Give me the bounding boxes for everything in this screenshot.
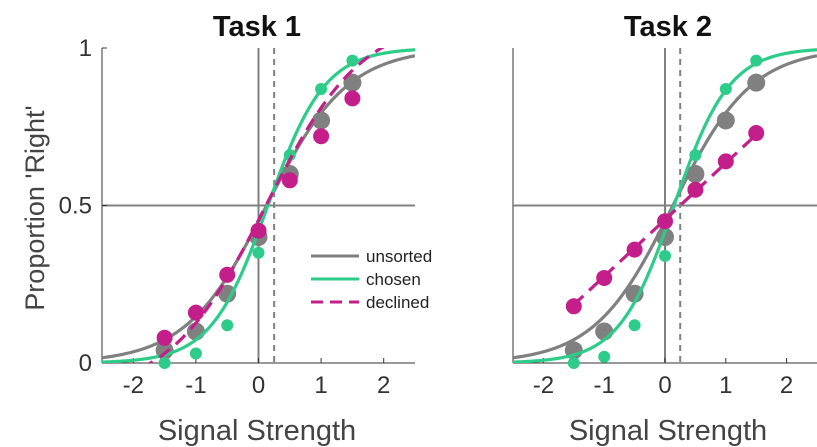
legend: unsorted chosen declined <box>311 247 432 312</box>
data-point-chosen <box>189 347 202 360</box>
data-point-chosen <box>252 246 265 259</box>
data-point-unsorted <box>625 284 644 303</box>
x-tick-label: 1 <box>314 372 327 399</box>
data-point-declined <box>657 213 673 230</box>
data-point-chosen <box>750 54 763 67</box>
x-tick-label: -2 <box>123 372 144 399</box>
data-point-declined <box>687 181 704 198</box>
data-point-declined <box>748 125 765 142</box>
data-point-unsorted <box>686 165 705 183</box>
data-point-declined <box>187 304 204 321</box>
data-point-chosen <box>719 82 732 95</box>
data-point-unsorted <box>312 111 331 130</box>
y-axis-label: Proportion 'Right' <box>20 105 50 310</box>
data-point-declined <box>313 128 330 145</box>
x-axis-label: Signal Strength <box>158 415 356 447</box>
data-point-chosen <box>598 350 611 363</box>
data-point-declined <box>250 222 267 239</box>
y-tick-label: 0 <box>79 350 92 377</box>
y-tick-label: 0.5 <box>59 193 92 220</box>
series-line-declined <box>147 48 385 363</box>
panel-title: Task 2 <box>624 11 712 43</box>
data-point-declined <box>344 90 361 107</box>
x-tick-label: -2 <box>533 372 554 399</box>
data-point-chosen <box>283 149 296 162</box>
data-point-declined <box>717 153 734 170</box>
panel-task-1: Task 1 Proportion 'Right' Signal Strengt… <box>20 11 432 447</box>
plot-area: -2 -1 0 1 2 <box>512 48 817 399</box>
data-point-declined <box>596 269 613 286</box>
legend-label-chosen: chosen <box>366 270 421 289</box>
data-point-chosen <box>689 149 702 162</box>
y-tick-label: 1 <box>79 35 92 62</box>
data-point-unsorted <box>343 73 362 92</box>
legend-label-declined: declined <box>366 293 429 312</box>
data-point-chosen <box>315 82 328 95</box>
data-point-chosen <box>567 357 580 369</box>
data-point-chosen <box>158 357 171 369</box>
data-point-declined <box>219 266 236 283</box>
data-point-chosen <box>221 319 234 332</box>
data-point-declined <box>626 241 643 258</box>
x-tick-label: -1 <box>594 372 615 399</box>
x-tick-label: 0 <box>658 372 671 399</box>
series-line-chosen <box>513 48 817 363</box>
x-tick-label: -1 <box>185 372 206 399</box>
data-point-declined <box>156 329 173 346</box>
panel-task-2: Task 2 Signal Strength -2 -1 0 1 2 <box>512 11 817 447</box>
x-tick-label: 2 <box>780 372 793 399</box>
legend-label-unsorted: unsorted <box>366 247 432 266</box>
plot-area: -2 -1 0 1 2 0 0.5 1 <box>59 35 415 399</box>
panel-title: Task 1 <box>213 11 301 43</box>
x-tick-label: 0 <box>252 372 265 399</box>
data-point-declined <box>281 172 298 189</box>
x-tick-label: 2 <box>377 372 390 399</box>
data-point-unsorted <box>747 73 766 92</box>
x-tick-label: 1 <box>719 372 732 399</box>
data-point-chosen <box>346 54 359 67</box>
x-axis-label: Signal Strength <box>569 415 767 447</box>
data-point-declined <box>565 298 582 315</box>
data-point-unsorted <box>716 111 735 130</box>
data-point-unsorted <box>218 284 237 303</box>
data-point-chosen <box>659 249 671 262</box>
data-point-chosen <box>628 319 641 332</box>
